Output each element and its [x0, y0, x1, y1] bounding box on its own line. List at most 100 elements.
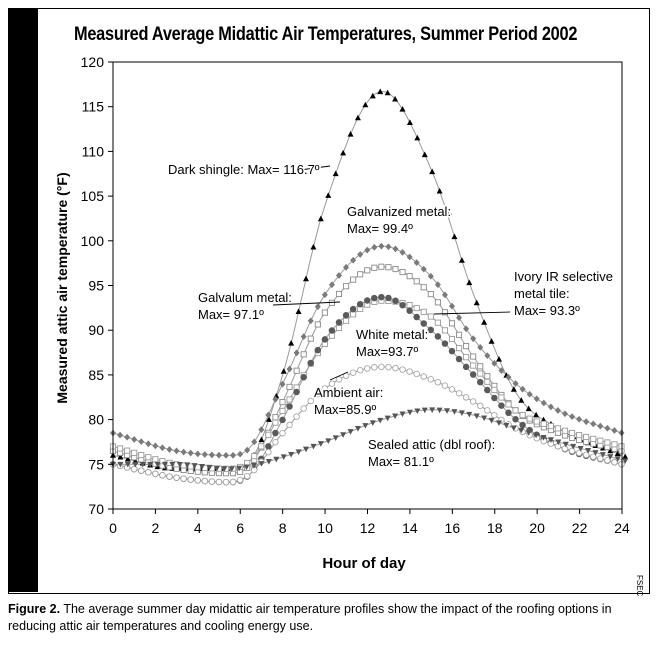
- series-2-marker: [321, 309, 328, 316]
- series-6-marker: [488, 417, 495, 424]
- series-5-marker: [152, 470, 159, 478]
- series-2-marker: [448, 320, 456, 327]
- series-6-marker: [436, 407, 443, 414]
- x-tick-label: 12: [360, 520, 376, 536]
- series-3-marker: [484, 378, 491, 385]
- series-5-marker: [455, 390, 463, 397]
- series-5-marker: [363, 365, 371, 372]
- series-5-marker: [243, 472, 251, 480]
- series-5-marker: [441, 382, 449, 389]
- series-2-marker: [307, 335, 314, 342]
- series-1-marker: [463, 325, 470, 333]
- series-3-marker: [272, 419, 279, 426]
- series-4-marker: [272, 429, 279, 437]
- series-1-marker: [152, 442, 159, 450]
- series-0-marker: [510, 386, 517, 392]
- series-1-marker: [208, 451, 215, 459]
- y-tick-label: 110: [82, 143, 105, 159]
- series-1-marker: [173, 447, 180, 455]
- series-1-marker: [364, 246, 371, 254]
- x-tick-label: 10: [317, 520, 333, 536]
- series-6-marker: [421, 407, 428, 414]
- figure-caption: Figure 2. The average summer day midatti…: [8, 601, 648, 635]
- series-5-marker: [300, 405, 307, 412]
- series-1-marker: [145, 440, 152, 448]
- series-6-marker: [176, 461, 183, 468]
- series-2-marker: [272, 414, 279, 421]
- series-3-marker: [138, 451, 145, 459]
- series-2-marker: [357, 271, 364, 278]
- series-4-marker: [342, 312, 350, 319]
- series-4-marker: [356, 300, 364, 308]
- series-2-marker: [237, 468, 244, 476]
- series-5-marker: [145, 469, 152, 476]
- series-1-marker: [314, 303, 321, 311]
- series-4-marker: [512, 416, 519, 423]
- series-1-marker: [597, 422, 604, 430]
- annotation-label-1: Galvanized metal:: [347, 204, 451, 219]
- series-1-marker: [611, 427, 618, 434]
- annotation-label-6: Max= 81.1º: [368, 454, 434, 469]
- series-5-marker: [561, 445, 569, 452]
- series-2-marker: [484, 373, 491, 380]
- series-2-marker: [477, 363, 484, 370]
- series-5-marker: [265, 448, 272, 456]
- series-6-marker: [585, 448, 592, 454]
- series-1-marker: [547, 403, 554, 411]
- series-6-marker: [265, 459, 272, 465]
- series-1-marker: [350, 256, 357, 264]
- series-5-marker: [582, 451, 590, 459]
- series-0-marker: [280, 368, 287, 374]
- series-5-marker: [159, 472, 166, 479]
- series-1-marker: [420, 265, 427, 273]
- series-6-marker: [184, 462, 191, 468]
- series-5-marker: [427, 375, 435, 383]
- series-4-marker: [498, 402, 505, 409]
- series-3-marker: [187, 463, 194, 470]
- series-6-marker: [384, 415, 391, 422]
- series-5-marker: [371, 364, 378, 371]
- series-5-marker: [293, 413, 300, 420]
- series-2-marker: [378, 263, 385, 270]
- series-1-marker: [237, 450, 244, 458]
- series-2-marker: [413, 278, 420, 285]
- series-6-marker: [481, 415, 488, 422]
- series-4-marker: [441, 340, 449, 347]
- series-2-marker: [420, 284, 427, 291]
- series-1-marker: [244, 446, 251, 454]
- y-tick-label: 80: [88, 412, 104, 428]
- x-tick-label: 4: [194, 520, 202, 536]
- series-2-marker: [343, 283, 350, 290]
- series-4-marker: [420, 320, 427, 327]
- series-0-marker: [399, 106, 406, 112]
- series-4-marker: [371, 294, 378, 302]
- annotation-label-5: Ambient air:: [314, 385, 383, 400]
- series-1-marker: [343, 263, 350, 271]
- series-0-marker: [377, 88, 384, 95]
- series-0-marker: [614, 450, 621, 457]
- series-1-marker: [378, 242, 385, 250]
- annotation-label-5: Max=85.9º: [314, 402, 376, 417]
- series-6-marker: [525, 430, 532, 436]
- series-5-marker: [222, 478, 230, 486]
- series-3-marker: [547, 423, 554, 430]
- series-6-marker: [117, 461, 124, 468]
- series-1-marker: [166, 446, 173, 453]
- series-3-marker: [448, 335, 456, 343]
- annotation-leader-0: [299, 165, 331, 171]
- series-3-marker: [491, 386, 498, 393]
- series-5-marker: [604, 457, 611, 464]
- series-6-marker: [347, 429, 354, 435]
- series-6-marker: [147, 461, 154, 468]
- series-3-marker: [477, 370, 484, 377]
- series-2-marker: [427, 291, 434, 298]
- series-6-marker: [132, 461, 139, 468]
- series-3-marker: [519, 411, 526, 419]
- series-0-marker: [258, 436, 265, 443]
- series-4-marker: [378, 293, 385, 301]
- series-6-marker: [280, 454, 287, 461]
- series-3-marker: [413, 305, 420, 312]
- series-4-marker: [476, 378, 484, 386]
- series-4-marker: [286, 403, 293, 410]
- series-6-marker: [577, 445, 584, 452]
